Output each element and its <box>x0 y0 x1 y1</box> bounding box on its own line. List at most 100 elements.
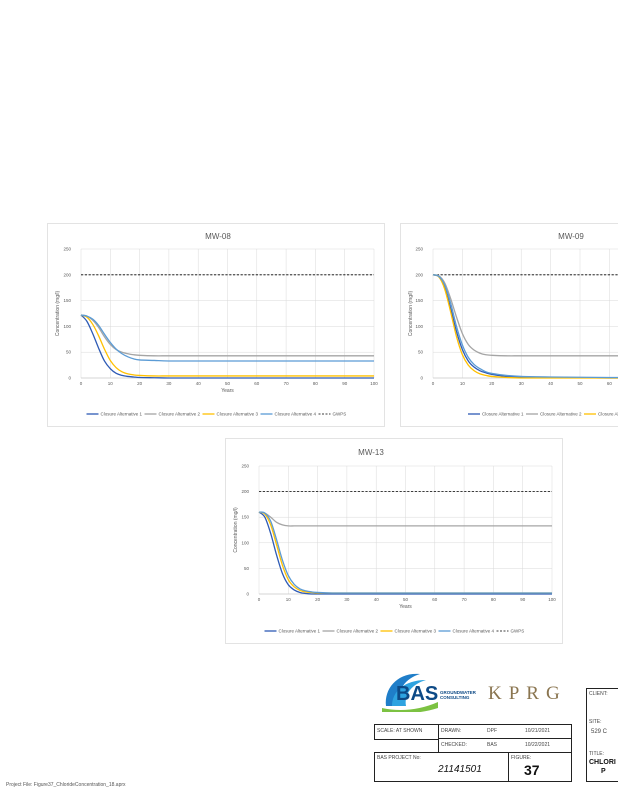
drawn-by: DPF <box>487 728 497 734</box>
x-tick-label: 30 <box>166 381 172 386</box>
bas-wave-icon <box>382 673 438 712</box>
chart-panel-mw-09: MW-0901020304050607080901000501001502002… <box>400 223 618 427</box>
y-tick-label: 50 <box>66 350 72 355</box>
y-tick-label: 100 <box>415 324 423 329</box>
legend-item: Closure Alternative 3 <box>202 412 259 417</box>
series-line-closure-alternative-3 <box>80 314 374 377</box>
bas-logo-sub-2: CONSULTING <box>440 695 470 700</box>
legend-item: Closure Alternative 1 <box>264 629 321 634</box>
scale-text: SCALE: AT SHOWN <box>377 728 423 734</box>
series-line-closure-alternative-2 <box>432 274 618 357</box>
chart-grid <box>258 465 553 595</box>
legend-label: Closure Alternative 4 <box>453 629 495 634</box>
legend-item: Closure Alternative 2 <box>144 412 201 417</box>
legend-item: Closure Alternative 3 <box>584 412 618 417</box>
series-line-closure-alternative-4 <box>258 511 552 594</box>
x-tick-label: 40 <box>374 597 380 602</box>
y-tick-label: 250 <box>63 247 71 252</box>
legend-item: Closure Alternative 2 <box>526 412 582 417</box>
x-tick-label: 0 <box>432 381 435 386</box>
x-axis-label: Years <box>221 388 234 394</box>
y-axis-label: Concentration (mg/l) <box>233 507 239 553</box>
series-line-closure-alternative-2 <box>80 314 374 357</box>
title-value-2: P <box>601 768 606 775</box>
legend-item: Closure Alternative 1 <box>86 412 143 417</box>
series-line-closure-alternative-4 <box>80 314 374 362</box>
x-tick-label: 20 <box>489 381 495 386</box>
y-tick-label: 0 <box>68 376 71 381</box>
legend-label: Closure Alternative 1 <box>482 412 524 417</box>
x-tick-label: 10 <box>460 381 466 386</box>
y-tick-label: 50 <box>418 350 424 355</box>
y-tick-label: 0 <box>246 592 249 597</box>
site-value: 529 C <box>591 729 608 735</box>
x-tick-label: 70 <box>284 381 290 386</box>
legend-label: GWPS <box>511 629 525 634</box>
x-tick-label: 60 <box>607 381 613 386</box>
legend-label: Closure Alternative 2 <box>337 629 379 634</box>
y-tick-label: 250 <box>415 247 423 252</box>
series-line-closure-alternative-3 <box>432 274 618 379</box>
y-tick-label: 150 <box>415 298 423 303</box>
legend-label: Closure Alternative 2 <box>159 412 201 417</box>
legend-item: GWPS <box>496 629 525 634</box>
title-label: TITLE: <box>589 751 605 757</box>
legend-label: Closure Alternative 1 <box>101 412 143 417</box>
x-tick-label: 80 <box>313 381 319 386</box>
legend-item: Closure Alternative 1 <box>468 412 524 417</box>
title-block-right: CLIENT: SITE: 529 C TITLE: CHLORI P <box>586 688 618 782</box>
x-tick-label: 90 <box>342 381 348 386</box>
x-tick-label: 80 <box>491 597 497 602</box>
x-tick-label: 30 <box>519 381 525 386</box>
chart-title: MW-09 <box>558 232 584 241</box>
title-block-figure: FIGURE: <box>508 752 572 782</box>
x-tick-label: 20 <box>137 381 143 386</box>
x-tick-label: 70 <box>462 597 468 602</box>
y-axis-label: Concentration (mg/l) <box>408 291 414 337</box>
y-tick-label: 200 <box>241 489 249 494</box>
x-tick-label: 30 <box>344 597 350 602</box>
legend-label: Closure Alternative 3 <box>395 629 437 634</box>
legend-label: GWPS <box>333 412 347 417</box>
bas-logo-text: BAS <box>396 683 439 705</box>
chart-title: MW-13 <box>358 448 384 457</box>
series-line-closure-alternative-2 <box>258 511 552 527</box>
x-tick-label: 10 <box>286 597 292 602</box>
chart-mw-13: MW-13 0 10 20 30 40 50 60 70 80 90 100 0 50 100 150 200 2… <box>233 448 556 634</box>
chart-mw-08: MW-08 0 10 20 30 40 50 60 70 80 90 100 0 50 100 150 200 2… <box>55 232 378 417</box>
x-tick-label: 50 <box>225 381 231 386</box>
legend-label: Closure Alternative 3 <box>217 412 259 417</box>
series-line-closure-alternative-1 <box>80 314 374 379</box>
checked-date: 10/22/2021 <box>525 742 551 748</box>
project-no-label: BAS PROJECT No: <box>377 755 421 761</box>
x-tick-label: 90 <box>520 597 526 602</box>
checked-label: CHECKED: <box>441 742 467 748</box>
figure-number: 37 <box>524 762 540 778</box>
site-label: SITE: <box>589 719 602 725</box>
chart-panel-mw-08: MW-08 0 10 20 30 40 50 60 70 80 90 100 0 50 100 150 200 2… <box>47 223 385 427</box>
y-tick-label: 0 <box>420 376 423 381</box>
y-tick-label: 250 <box>241 464 249 469</box>
y-tick-label: 150 <box>63 298 71 303</box>
x-tick-label: 60 <box>432 597 438 602</box>
legend-label: Closure Alternative 4 <box>275 412 317 417</box>
x-tick-label: 100 <box>370 381 378 386</box>
x-tick-label: 100 <box>548 597 556 602</box>
chart-panel-mw-13: MW-13 0 10 20 30 40 50 60 70 80 90 100 0 50 100 150 200 2… <box>225 438 563 644</box>
legend-label: Closure Alternative 3 <box>598 412 618 417</box>
chart-grid <box>432 248 618 379</box>
x-tick-label: 60 <box>254 381 260 386</box>
chart-mw-09: MW-0901020304050607080901000501001502002… <box>408 232 618 417</box>
x-axis-label: Years <box>399 604 412 610</box>
y-tick-label: 150 <box>241 515 249 520</box>
y-axis-label: Concentration (mg/l) <box>55 291 61 337</box>
bas-logo-subtext: GROUNDWATER CONSULTING <box>440 690 476 700</box>
legend-item: Closure Alternative 3 <box>380 629 437 634</box>
chart-title: MW-08 <box>205 232 231 241</box>
x-tick-label: 20 <box>315 597 321 602</box>
title-block-scale: SCALE: AT SHOWN <box>374 724 440 740</box>
y-tick-label: 100 <box>63 324 71 329</box>
project-number: 21141501 <box>438 764 482 775</box>
drawn-label: DRAWN: <box>441 728 462 734</box>
series-line-closure-alternative-4 <box>432 274 618 379</box>
